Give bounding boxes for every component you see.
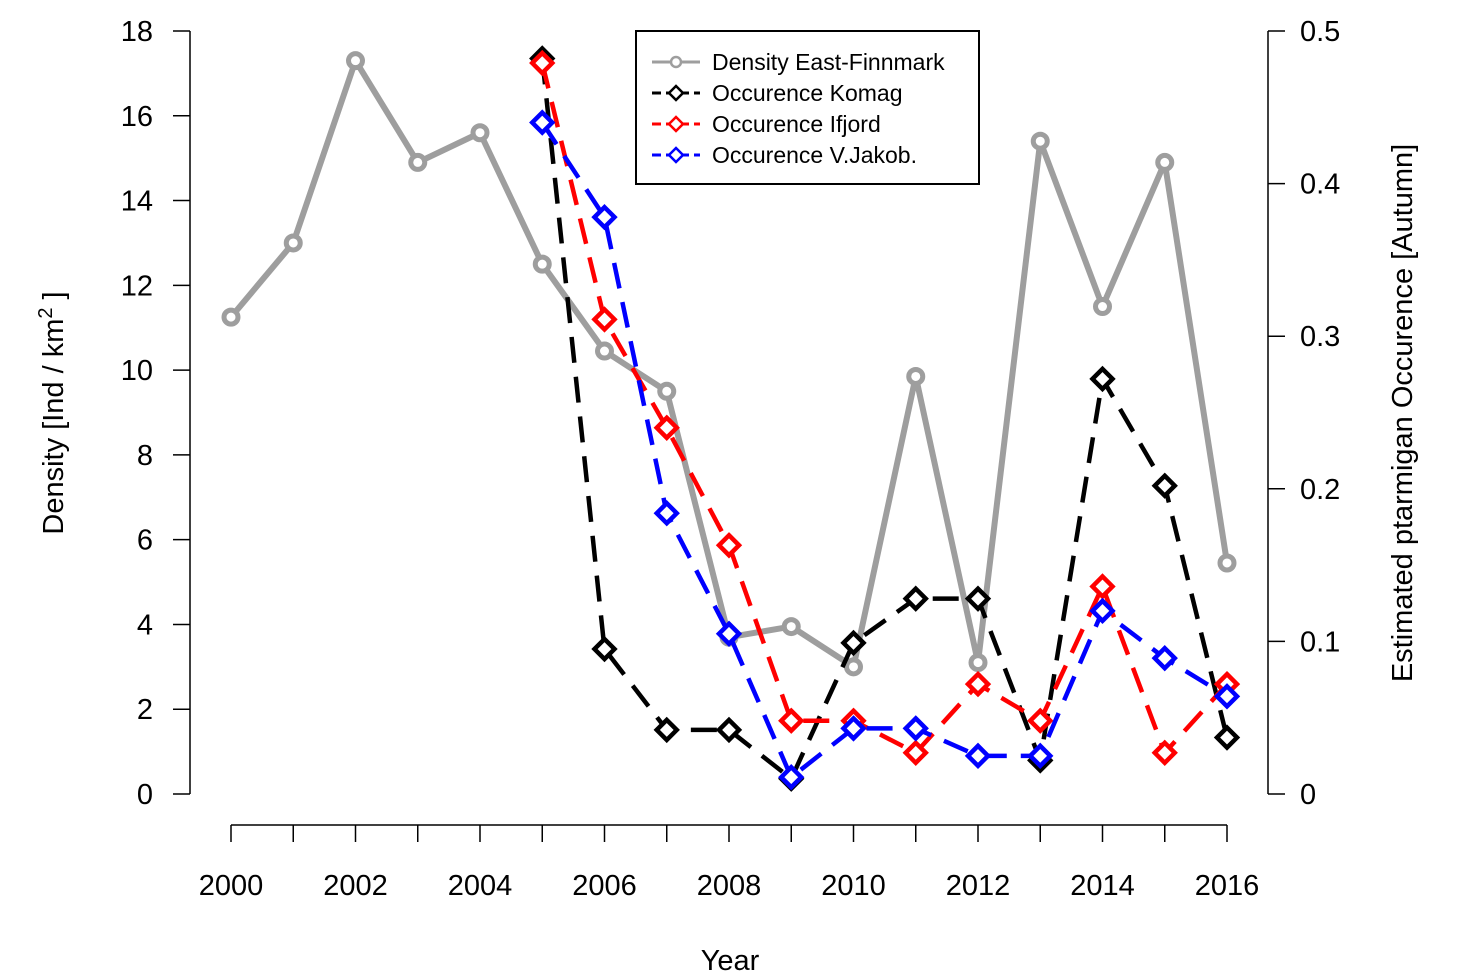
data-point — [657, 381, 677, 401]
right-axis-tick-label: 0 — [1300, 779, 1316, 811]
data-point — [591, 635, 618, 663]
left-y-axis-title-superscript: 2 — [35, 308, 57, 319]
left-axis-tick-label: 18 — [121, 16, 153, 48]
x-axis-tick-label: 2010 — [821, 870, 886, 902]
x-axis-tick-label: 2000 — [199, 870, 264, 902]
right-axis-tick-label: 0.1 — [1300, 626, 1340, 658]
x-axis-title: Year — [701, 945, 760, 977]
x-axis-tick-label: 2012 — [946, 870, 1011, 902]
data-point — [595, 341, 614, 361]
data-point — [1217, 553, 1237, 573]
series-line — [540, 62, 1229, 756]
series-line — [540, 121, 1229, 780]
right-y-axis: 0 0.1 0.2 0.3 0.4 0.5 — [1267, 16, 1340, 811]
data-point — [1093, 297, 1112, 317]
data-point — [964, 585, 992, 612]
data-point — [1213, 683, 1241, 710]
data-point — [906, 366, 926, 386]
data-point — [781, 617, 801, 637]
left-y-axis-title-text: Density [Ind / km — [38, 319, 70, 535]
right-y-axis-title: Estimated ptarmigan Occurence [Autumn] — [1387, 144, 1419, 682]
data-point — [591, 306, 618, 333]
data-point — [1027, 707, 1054, 734]
right-axis-tick-label: 0.5 — [1300, 16, 1340, 48]
left-y-axis-title-suffix: ] — [38, 291, 70, 307]
x-axis-tick-label: 2008 — [697, 870, 762, 902]
data-point — [902, 585, 929, 612]
data-point — [1089, 573, 1116, 600]
x-axis: 2000 2002 2004 2006 2008 2010 2012 2014 2016 — [199, 824, 1260, 902]
data-point — [1151, 472, 1178, 499]
series-2 — [529, 49, 1241, 766]
data-point — [968, 653, 988, 673]
data-point — [653, 500, 680, 527]
right-axis-tick-label: 0.2 — [1300, 474, 1340, 506]
legend-marker — [669, 55, 683, 69]
data-point — [529, 49, 556, 77]
left-y-axis-title: Density [Ind / km2 ] — [35, 291, 70, 534]
data-point — [1030, 131, 1050, 151]
data-point — [715, 620, 743, 647]
data-point — [591, 203, 618, 231]
left-axis-tick-label: 12 — [121, 270, 153, 302]
legend-box — [635, 30, 980, 185]
data-point — [964, 742, 992, 770]
data-point — [1027, 742, 1054, 770]
data-point — [715, 716, 743, 744]
data-point — [653, 414, 680, 441]
left-axis-tick-label: 14 — [121, 186, 153, 218]
legend-label: Density East-Finnmark — [712, 49, 945, 75]
data-point — [221, 307, 241, 327]
data-point — [715, 532, 743, 559]
x-axis-tick-label: 2004 — [448, 870, 513, 902]
data-point — [902, 715, 929, 742]
right-axis-tick-label: 0.3 — [1300, 321, 1340, 353]
data-point — [529, 109, 556, 136]
left-axis-tick-label: 6 — [137, 525, 153, 557]
legend-label: Occurence Ifjord — [712, 111, 881, 137]
data-point — [470, 123, 490, 143]
data-point — [1155, 152, 1175, 172]
data-point — [778, 707, 805, 734]
data-point — [964, 670, 992, 698]
data-point — [1151, 739, 1178, 766]
legend-label: Occurence Komag — [712, 80, 902, 106]
data-point — [778, 764, 805, 791]
data-point — [902, 739, 929, 766]
data-point — [653, 716, 680, 744]
left-axis-tick-label: 4 — [137, 609, 153, 641]
left-axis-tick-label: 2 — [137, 694, 153, 726]
legend-marker — [667, 146, 685, 164]
data-point — [1151, 645, 1178, 672]
series-line — [540, 58, 1230, 781]
data-point — [840, 629, 867, 657]
data-point — [1213, 724, 1241, 751]
series-3 — [529, 109, 1241, 791]
left-y-axis: 0 2 4 6 8 10 12 14 16 18 — [121, 16, 191, 811]
data-point — [840, 715, 867, 742]
right-axis-tick-label: 0.4 — [1300, 169, 1340, 201]
legend-label: Occurence V.Jakob. — [712, 142, 917, 168]
data-point — [283, 233, 303, 253]
data-point — [844, 657, 863, 677]
data-point — [532, 254, 552, 274]
data-point — [346, 51, 365, 71]
data-point — [1089, 365, 1116, 393]
x-axis-tick-label: 2014 — [1070, 870, 1135, 902]
x-axis-tick-label: 2006 — [572, 870, 637, 902]
left-axis-tick-label: 8 — [137, 440, 153, 472]
data-point — [408, 152, 428, 172]
left-axis-tick-label: 0 — [137, 779, 153, 811]
left-axis-tick-label: 16 — [121, 101, 153, 133]
left-axis-tick-label: 10 — [121, 355, 153, 387]
legend-marker — [667, 115, 685, 133]
legend: Density East-Finnmark Occurence Komag Occu… — [635, 30, 980, 185]
data-point — [1089, 597, 1116, 625]
x-axis-tick-label: 2016 — [1195, 870, 1260, 902]
plot-area — [221, 45, 1241, 792]
x-axis-tick-label: 2002 — [323, 870, 388, 902]
legend-marker — [667, 84, 685, 102]
